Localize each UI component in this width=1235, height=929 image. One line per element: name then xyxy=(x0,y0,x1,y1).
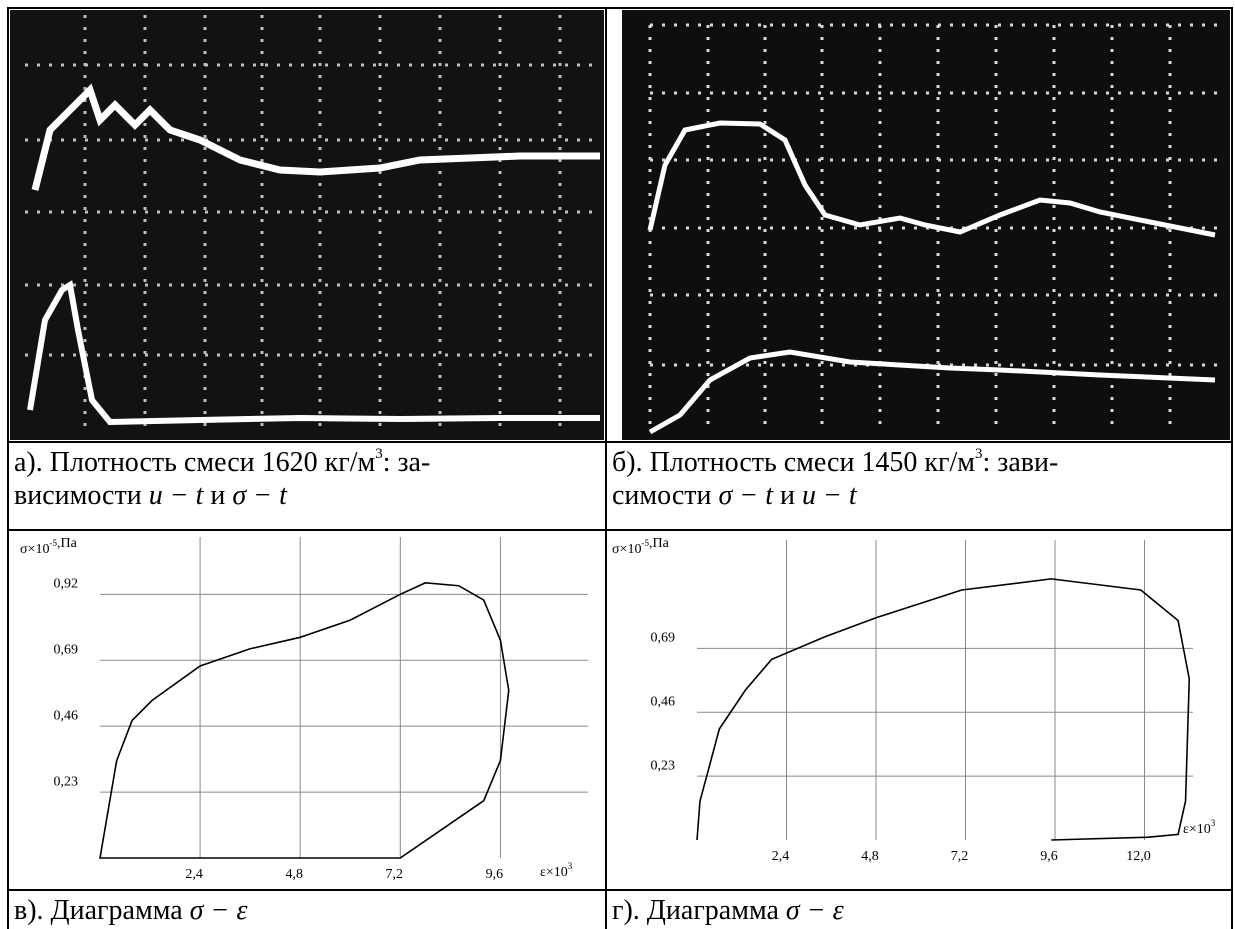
text-segment: а). Плотность смеси 1620 кг/м xyxy=(14,447,376,478)
text-segment: σ − t xyxy=(718,480,773,511)
text-segment: : за- xyxy=(382,447,431,478)
oscillogram-b xyxy=(622,10,1230,440)
caption-d: г). Диаграмма σ − ε xyxy=(606,892,1232,927)
text-segment: u − t xyxy=(148,480,204,511)
caption-line: висимости u − t и σ − t xyxy=(14,479,606,512)
x-tick-label: 2,4 xyxy=(185,867,203,882)
text-segment: σ − ε xyxy=(785,895,844,926)
text-segment: σ − ε xyxy=(189,895,248,926)
caption-line: в). Диаграмма σ − ε xyxy=(14,894,606,927)
text-segment: 3 xyxy=(568,861,573,871)
y-tick-label: 0,69 xyxy=(54,642,79,657)
text-segment: σ×10 xyxy=(20,542,49,557)
caption-a: а). Плотность смеси 1620 кг/м3: за-висим… xyxy=(8,444,606,512)
text-segment: -5 xyxy=(641,538,649,548)
caption-line: г). Диаграмма σ − ε xyxy=(612,894,1232,927)
text-segment: σ − t xyxy=(232,480,287,511)
text-segment: u − t xyxy=(801,480,857,511)
text-segment: ,Па xyxy=(649,536,670,551)
caption-b: б). Плотность смеси 1450 кг/м3: зави-сим… xyxy=(606,444,1232,512)
text-segment: ,Па xyxy=(57,536,78,551)
text-segment: -5 xyxy=(49,538,57,548)
x-tick-label: 9,6 xyxy=(1040,849,1058,864)
x-tick-label: 4,8 xyxy=(861,849,879,864)
x-tick-label: 9,6 xyxy=(486,867,504,882)
y-tick-label: 0,23 xyxy=(54,774,79,789)
x-tick-label: 7,2 xyxy=(951,849,969,864)
x-tick-label: 4,8 xyxy=(285,867,303,882)
y-tick-label: 0,69 xyxy=(651,631,676,646)
y-axis-label: σ×10-5,Па xyxy=(20,536,78,557)
caption-line: симости σ − t и u − t xyxy=(612,479,1232,512)
text-segment: и xyxy=(203,480,233,511)
y-tick-label: 0,23 xyxy=(651,758,676,773)
text-segment: ε×10 xyxy=(1183,822,1211,837)
text-segment: : зави- xyxy=(982,447,1059,478)
y-tick-label: 0,46 xyxy=(651,694,676,709)
table-borders xyxy=(7,7,1233,929)
text-segment: в). Диаграмма xyxy=(14,895,190,926)
curve xyxy=(696,578,1191,841)
y-axis-label: σ×10-5,Па xyxy=(612,536,670,557)
x-tick-label: 2,4 xyxy=(772,849,790,864)
text-segment: и xyxy=(772,480,802,511)
text-segment: симости xyxy=(612,480,719,511)
text-segment: 3 xyxy=(1211,818,1216,828)
text-segment: г). Диаграмма xyxy=(612,895,786,926)
text-segment: σ×10 xyxy=(612,542,641,557)
caption-c: в). Диаграмма σ − ε xyxy=(8,892,606,927)
caption-line: а). Плотность смеси 1620 кг/м3: за- xyxy=(14,446,606,479)
oscillogram-a xyxy=(10,10,604,440)
x-tick-label: 7,2 xyxy=(386,867,404,882)
text-segment: ε×10 xyxy=(540,865,568,880)
x-axis-label: ε×103 xyxy=(1183,818,1216,837)
curve xyxy=(99,582,510,859)
x-axis-label: ε×103 xyxy=(540,861,573,880)
text-segment: б). Плотность смеси 1450 кг/м xyxy=(612,447,976,478)
y-tick-label: 0,46 xyxy=(54,708,79,723)
text-segment: 3 xyxy=(375,446,383,462)
text-segment: висимости xyxy=(14,480,149,511)
text-segment: 3 xyxy=(975,446,983,462)
x-tick-label: 12,0 xyxy=(1126,849,1151,864)
caption-line: б). Плотность смеси 1450 кг/м3: зави- xyxy=(612,446,1232,479)
y-tick-label: 0,92 xyxy=(54,577,79,592)
